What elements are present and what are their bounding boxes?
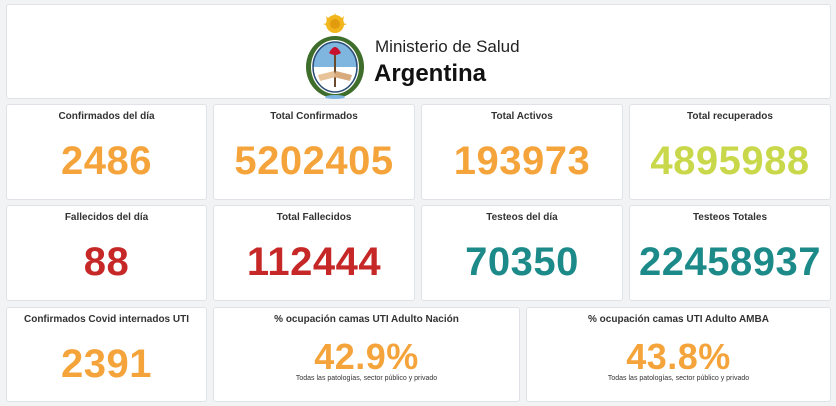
stat-value: 4895988 (650, 139, 810, 183)
occupancy-card-amba: % ocupación camas UTI Adulto AMBA 43.8% … (526, 307, 831, 402)
country-name: Argentina (374, 60, 487, 87)
stat-label: Confirmados del día (58, 111, 155, 122)
stat-value: 5202405 (234, 139, 394, 183)
stat-label: Testeos del día (486, 212, 558, 223)
stat-card-testeos-dia: Testeos del día 70350 (421, 205, 623, 301)
stat-card-total-activos: Total Activos 193973 (421, 104, 623, 200)
stat-card-total-recuperados: Total recuperados 4895988 (629, 104, 831, 200)
coat-of-arms-logo (304, 13, 366, 99)
stat-value: 70350 (465, 240, 579, 284)
header-banner: Ministerio de Salud Argentina (6, 4, 831, 99)
occupancy-label: % ocupación camas UTI Adulto AMBA (588, 314, 769, 325)
occupancy-value: 43.8% (626, 336, 731, 377)
stat-card-internados-uti: Confirmados Covid internados UTI 2391 (6, 307, 207, 402)
occupancy-value: 42.9% (314, 336, 419, 377)
stat-card-total-confirmados: Total Confirmados 5202405 (213, 104, 415, 200)
stat-value: 22458937 (639, 240, 821, 284)
occupancy-card-nacion: % ocupación camas UTI Adulto Nación 42.9… (213, 307, 520, 402)
stat-value: 193973 (453, 139, 591, 183)
occupancy-note: Todas las patologías, sector público y p… (607, 375, 750, 382)
stat-card-confirmados-dia: Confirmados del día 2486 (6, 104, 207, 200)
stat-label: Fallecidos del día (64, 212, 149, 223)
occupancy-note: Todas las patologías, sector público y p… (295, 375, 438, 382)
stat-label: Total Confirmados (270, 111, 358, 122)
stat-value: 88 (83, 240, 130, 284)
ministry-name: Ministerio de Salud (375, 37, 520, 56)
stat-label: Total Activos (491, 111, 553, 122)
stat-label: Testeos Totales (692, 212, 768, 223)
stat-card-fallecidos-dia: Fallecidos del día 88 (6, 205, 207, 301)
stat-card-total-fallecidos: Total Fallecidos 112444 (213, 205, 415, 301)
stat-value: 2391 (61, 342, 152, 386)
stat-label: Total recuperados (687, 111, 773, 122)
occupancy-label: % ocupación camas UTI Adulto Nación (274, 314, 459, 325)
stat-label: Total Fallecidos (276, 212, 352, 223)
stat-label: Confirmados Covid internados UTI (23, 314, 189, 325)
stat-value: 112444 (246, 240, 382, 284)
stat-card-testeos-totales: Testeos Totales 22458937 (629, 205, 831, 301)
stat-value: 2486 (61, 139, 152, 183)
